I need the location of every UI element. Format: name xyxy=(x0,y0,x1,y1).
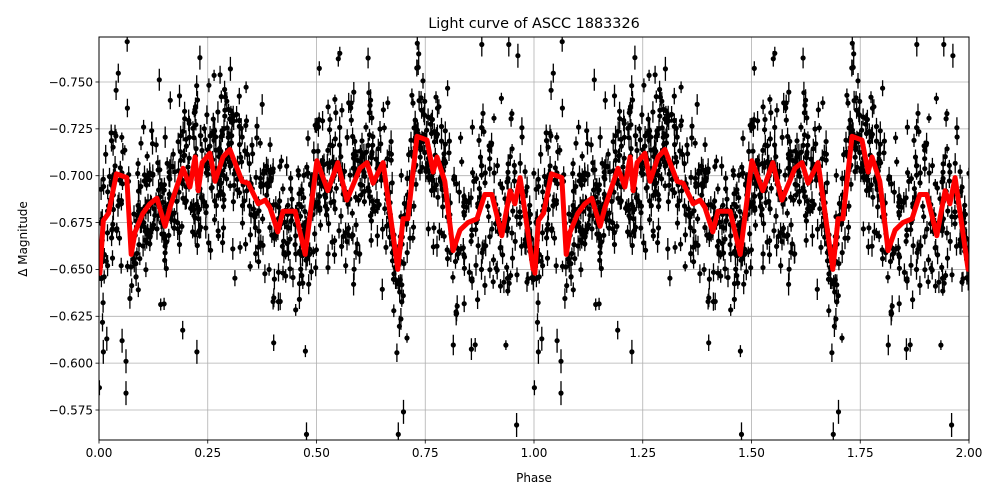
x-axis-ticks: 0.00 0.25 0.50 0.75 1.00 1.25 1.50 1.75 2.00 xyxy=(86,440,983,460)
y-tick-label: −0.650 xyxy=(49,263,93,277)
y-tick-label: −0.725 xyxy=(49,122,93,136)
y-tick-label: −0.600 xyxy=(49,356,93,370)
x-tick-label: 2.00 xyxy=(956,446,983,460)
y-tick-label: −0.625 xyxy=(49,310,93,324)
x-axis-label: Phase xyxy=(516,471,552,485)
x-tick-label: 0.00 xyxy=(86,446,113,460)
x-tick-label: 1.00 xyxy=(521,446,548,460)
binned-mean-curve xyxy=(99,133,969,276)
x-tick-label: 0.25 xyxy=(194,446,221,460)
y-tick-label: −0.675 xyxy=(49,216,93,230)
y-axis-ticks: −0.750 −0.725 −0.700 −0.675 −0.650 −0.625 −0.6… xyxy=(49,75,99,417)
x-tick-label: 1.25 xyxy=(629,446,656,460)
x-tick-label: 0.75 xyxy=(412,446,439,460)
x-tick-label: 1.75 xyxy=(847,446,874,460)
y-tick-label: −0.700 xyxy=(49,169,93,183)
y-tick-label: −0.750 xyxy=(49,75,93,89)
y-tick-label: −0.575 xyxy=(49,403,93,417)
y-axis-label: Δ Magnitude xyxy=(16,201,30,277)
chart-title: Light curve of ASCC 1883326 xyxy=(428,16,640,32)
x-tick-label: 0.50 xyxy=(303,446,330,460)
x-tick-label: 1.50 xyxy=(738,446,765,460)
